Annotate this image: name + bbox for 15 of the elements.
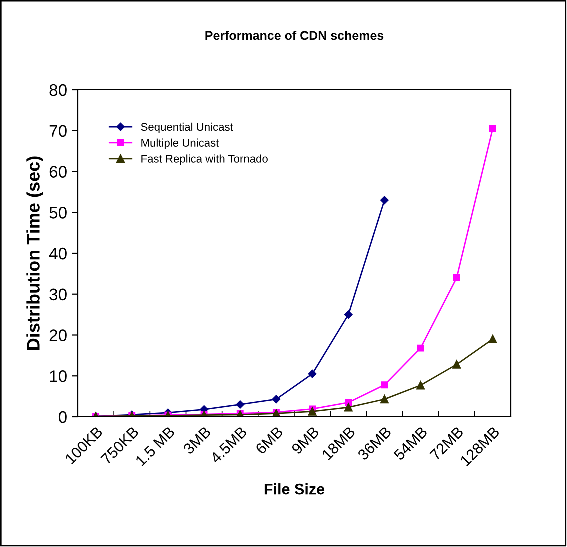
- x-axis-title: File Size: [264, 484, 325, 495]
- y-tick-label: 40: [49, 248, 67, 260]
- y-tick-label: 60: [50, 166, 67, 178]
- legend-label: Multiple Unicast: [142, 138, 220, 150]
- y-tick-label: 0: [58, 411, 67, 424]
- y-axis-title: Distribution Time (sec): [26, 156, 44, 350]
- y-tick-label: 10: [50, 370, 67, 382]
- y-tick-label: 70: [50, 125, 67, 138]
- chart-title: Performance of CDN schemes: [206, 30, 384, 40]
- y-tick-label: 30: [50, 288, 67, 301]
- y-tick-label: 20: [50, 330, 67, 342]
- y-tick-label: 50: [50, 207, 67, 219]
- legend-label: Sequential Unicast: [141, 122, 234, 134]
- legend-label: Fast Replica with Tornado: [142, 154, 268, 166]
- y-tick-label: 80: [50, 84, 67, 96]
